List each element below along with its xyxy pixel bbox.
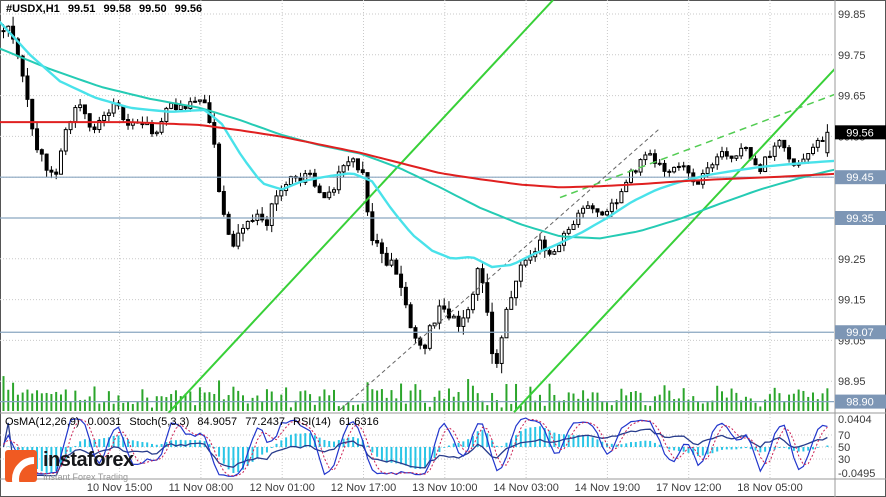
internal-trendline-dashed: [339, 127, 661, 411]
osma-value: 0.0031: [87, 416, 122, 428]
sr-price-box: [835, 170, 886, 185]
stoch-signal-line: [3, 418, 828, 477]
logo-tagline: Instant Forex Trading: [43, 472, 129, 482]
instaforex-logo: instaforex Instant Forex Trading: [5, 450, 134, 482]
indicator-axis-level: 70: [838, 430, 850, 442]
channel-line-left: [167, 0, 554, 413]
price-tick-label: 99.75: [838, 50, 866, 62]
time-tick-label: 13 Nov 10:00: [412, 482, 477, 494]
price-tick-label: 99.25: [838, 254, 866, 266]
sr-price-box: [835, 394, 886, 409]
instaforex-logo-text: instaforex Instant Forex Trading: [43, 450, 134, 482]
sr-price-box-label: 98.90: [846, 397, 874, 409]
indicator-panel: [2, 417, 829, 477]
sr-price-box: [835, 325, 886, 340]
ma-cyan-fast: [0, 21, 834, 269]
time-tick-label: 12 Nov 17:00: [331, 482, 396, 494]
price-tick-label: 98.95: [838, 376, 866, 388]
time-tick-label: 11 Nov 08:00: [169, 482, 234, 494]
indicator-axis-level: 50: [838, 442, 850, 454]
low-value: 99.50: [139, 3, 167, 15]
channel-mid-dashed: [559, 93, 834, 199]
high-value: 99.58: [103, 3, 131, 15]
time-tick-label: 10 Nov 15:00: [87, 482, 152, 494]
stoch-main-line: [2, 417, 828, 477]
indicator-axis-bottom: -0.0495: [838, 468, 875, 480]
last-price-box-label: 99.56: [846, 127, 874, 139]
time-tick-label: 14 Nov 19:00: [575, 482, 640, 494]
ma-teal-medium: [0, 47, 834, 240]
sr-price-box-label: 99.45: [846, 172, 874, 184]
rsi-label: RSI(14): [293, 416, 331, 428]
chart-overlays: [0, 0, 834, 413]
last-price-box: [835, 125, 886, 140]
time-tick-label: 14 Nov 03:00: [493, 482, 558, 494]
logo-name: instaforex: [43, 449, 134, 471]
sr-price-box: [835, 211, 886, 225]
rsi-line: [2, 422, 828, 477]
price-tick-label: 99.15: [838, 295, 866, 307]
symbol-label: #USDX,H1: [6, 3, 60, 15]
stoch-k-value: 84.9057: [197, 416, 238, 428]
volume-bars: [2, 376, 829, 411]
time-tick-label: 12 Nov 01:00: [249, 482, 314, 494]
instaforex-logo-icon: [5, 450, 37, 482]
close-value: 99.56: [174, 3, 203, 15]
indicator-header: OsMA(12,26,9) 0.0031 Stoch(5,3,3) 84.905…: [5, 416, 384, 428]
indicator-axis-level: 30: [838, 454, 850, 466]
ma-red-slow: [0, 121, 834, 189]
osma-label: OsMA(12,26,9): [5, 416, 80, 428]
time-tick-label: 18 Nov 05:00: [737, 482, 802, 494]
time-tick-label: 17 Nov 12:00: [656, 482, 721, 494]
indicator-axis-top: 0.0404: [838, 414, 872, 426]
price-tick-label: 99.65: [838, 91, 866, 103]
open-value: 99.51: [67, 3, 96, 15]
candles: [1, 16, 830, 374]
symbol-ohlc-header: #USDX,H1 99.51 99.58 99.50 99.56: [6, 3, 207, 15]
channel-line-right: [513, 68, 834, 413]
price-axis: 99.8599.7599.6599.5599.4599.3599.2599.15…: [835, 9, 886, 409]
price-tick-label: 99.85: [838, 9, 866, 21]
rsi-value: 61.6316: [338, 416, 379, 428]
sr-price-box-label: 99.35: [846, 213, 874, 225]
time-axis: 10 Nov 15:00 11 Nov 08:00 12 Nov 01:00 12 N…: [87, 482, 803, 494]
sr-price-box-label: 99.07: [846, 327, 874, 339]
stoch-d-value: 77.2437: [245, 416, 285, 428]
stoch-label: Stoch(5,3,3): [129, 416, 190, 428]
